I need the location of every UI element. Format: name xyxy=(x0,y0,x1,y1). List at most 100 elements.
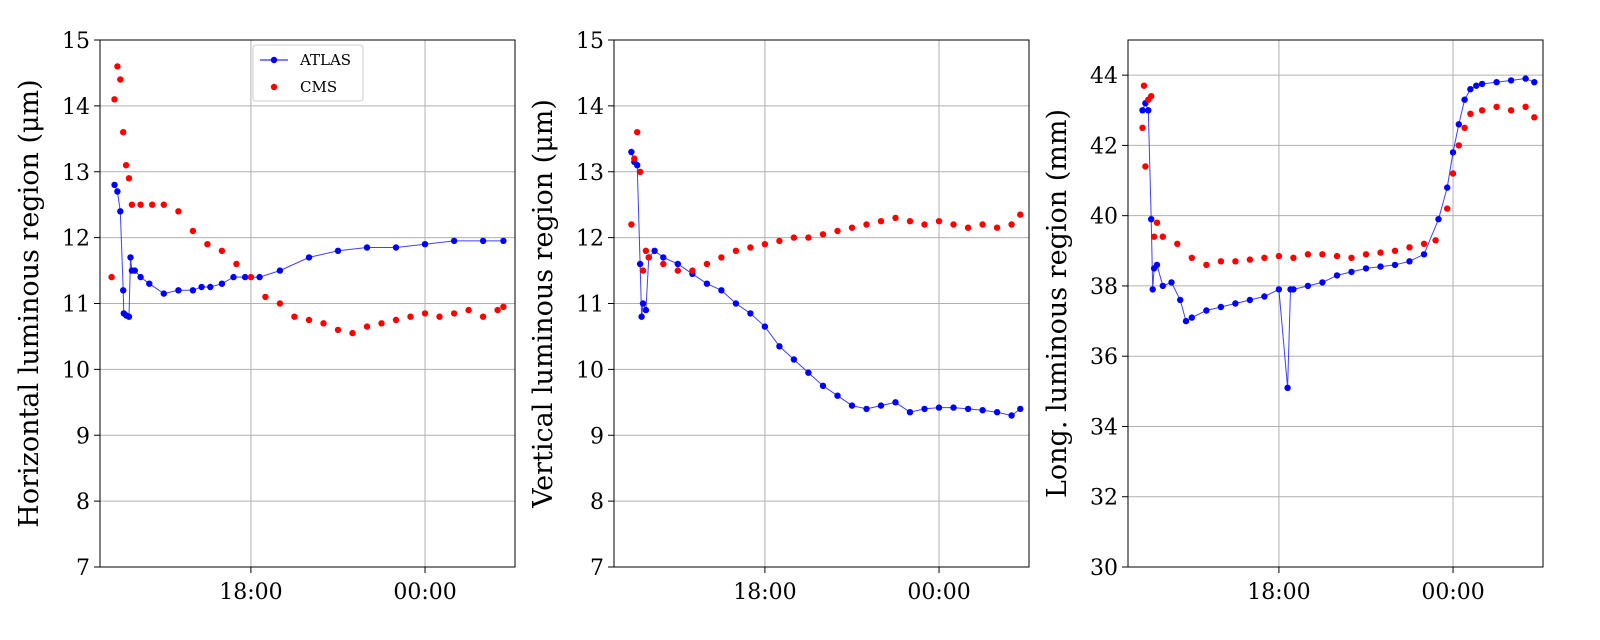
data-point-atlas xyxy=(892,399,899,406)
data-point-atlas xyxy=(127,254,134,261)
data-point-atlas xyxy=(1182,317,1190,325)
data-point-cms xyxy=(964,224,972,231)
series-line-atlas xyxy=(630,151,1021,417)
data-point-cms xyxy=(334,326,342,334)
data-point-cms xyxy=(631,155,638,162)
y-tick-label: 14 xyxy=(576,95,604,120)
data-point-atlas xyxy=(1461,96,1468,103)
data-point-atlas xyxy=(1017,405,1024,413)
chart-panel-longitudinal: 30 32 34 36 38 40 42 44 18:00 00:00 Long. luminous… xyxy=(1042,39,1544,605)
data-point-atlas xyxy=(160,290,167,297)
data-point-atlas xyxy=(117,208,124,215)
series-line-atlas xyxy=(114,184,504,318)
data-point-cms xyxy=(175,208,182,215)
data-point-cms xyxy=(1261,254,1268,261)
data-point-cms xyxy=(1377,249,1384,256)
data-point-atlas xyxy=(1284,384,1291,391)
data-point-atlas xyxy=(1145,107,1152,114)
data-point-cms xyxy=(128,201,136,208)
data-point-cms xyxy=(993,224,1001,231)
series-cms xyxy=(1139,82,1538,269)
data-point-atlas xyxy=(1261,293,1268,300)
data-point-cms xyxy=(639,267,647,274)
data-point-atlas xyxy=(877,402,885,409)
data-point-atlas xyxy=(1522,75,1529,82)
data-point-cms xyxy=(1153,219,1161,226)
data-point-cms xyxy=(349,329,356,337)
data-point-cms xyxy=(247,273,255,281)
data-point-cms xyxy=(834,227,841,235)
data-point-cms xyxy=(479,313,487,320)
data-point-cms xyxy=(320,320,327,327)
data-point-atlas xyxy=(674,260,681,268)
data-point-cms xyxy=(1333,252,1341,260)
y-tick-label: 11 xyxy=(576,293,604,318)
data-point-cms xyxy=(636,168,644,175)
series-cms xyxy=(108,63,507,337)
data-point-cms xyxy=(863,221,870,228)
data-point-atlas xyxy=(363,244,371,251)
data-point-atlas xyxy=(1444,184,1451,191)
data-point-cms xyxy=(1391,247,1399,254)
data-point-atlas xyxy=(993,409,1001,416)
data-point-atlas xyxy=(1467,86,1474,93)
data-point-atlas xyxy=(1319,279,1326,286)
data-point-atlas xyxy=(1449,149,1457,156)
data-point-atlas xyxy=(718,287,725,294)
x-tick-label: 18:00 xyxy=(1247,580,1310,605)
data-point-cms xyxy=(718,254,725,261)
data-point-cms xyxy=(122,162,130,169)
y-tick-label: 13 xyxy=(62,161,90,186)
data-point-atlas xyxy=(634,162,641,169)
data-point-cms xyxy=(1139,124,1146,131)
y-tick-label: 14 xyxy=(62,95,90,120)
data-point-cms xyxy=(1362,251,1370,258)
data-point-atlas xyxy=(198,283,205,291)
data-point-atlas xyxy=(805,369,812,376)
data-point-atlas xyxy=(392,244,400,251)
data-point-atlas xyxy=(1507,77,1515,84)
legend-label-atlas: ATLAS xyxy=(299,51,351,69)
data-point-cms xyxy=(819,231,827,238)
y-tick-label: 10 xyxy=(62,358,90,383)
data-point-atlas xyxy=(1139,107,1146,114)
data-point-cms xyxy=(1232,258,1239,265)
plot-frame xyxy=(613,39,1030,568)
data-point-atlas xyxy=(703,280,711,287)
data-point-cms xyxy=(805,234,812,241)
data-point-atlas xyxy=(921,405,928,413)
data-point-atlas xyxy=(125,313,133,320)
series-cms xyxy=(628,129,1024,274)
data-point-atlas xyxy=(979,407,986,414)
data-point-cms xyxy=(906,218,914,225)
data-point-atlas xyxy=(207,283,214,291)
data-point-cms xyxy=(392,316,400,324)
y-tick-label: 12 xyxy=(576,227,604,252)
data-point-atlas xyxy=(500,237,507,245)
y-axis-label: Vertical luminous region (μm) xyxy=(528,99,559,509)
data-point-atlas xyxy=(628,148,635,156)
y-tick-label: 36 xyxy=(1090,345,1118,370)
data-point-atlas xyxy=(1377,263,1384,270)
x-tick-label: 00:00 xyxy=(393,580,456,605)
data-point-atlas xyxy=(1333,272,1341,279)
data-point-cms xyxy=(1150,233,1158,240)
data-point-cms xyxy=(1142,163,1149,170)
data-point-atlas xyxy=(479,237,487,245)
data-point-atlas xyxy=(651,247,658,254)
data-point-atlas xyxy=(146,280,153,287)
data-point-cms xyxy=(1406,244,1413,251)
chart-panel-horizontal: 7 8 9 10 11 12 13 14 15 18:00 00:00 Horizontal lumi… xyxy=(14,29,516,605)
data-point-atlas xyxy=(189,287,197,294)
data-point-cms xyxy=(120,129,127,136)
data-point-cms xyxy=(125,175,133,182)
data-point-cms xyxy=(634,129,641,136)
data-point-cms xyxy=(1507,107,1515,114)
data-point-atlas xyxy=(906,409,914,416)
y-tick-label: 15 xyxy=(62,29,90,54)
data-point-cms xyxy=(1432,237,1439,244)
data-point-atlas xyxy=(1153,261,1161,269)
data-point-cms xyxy=(465,306,472,314)
data-point-atlas xyxy=(761,323,769,330)
